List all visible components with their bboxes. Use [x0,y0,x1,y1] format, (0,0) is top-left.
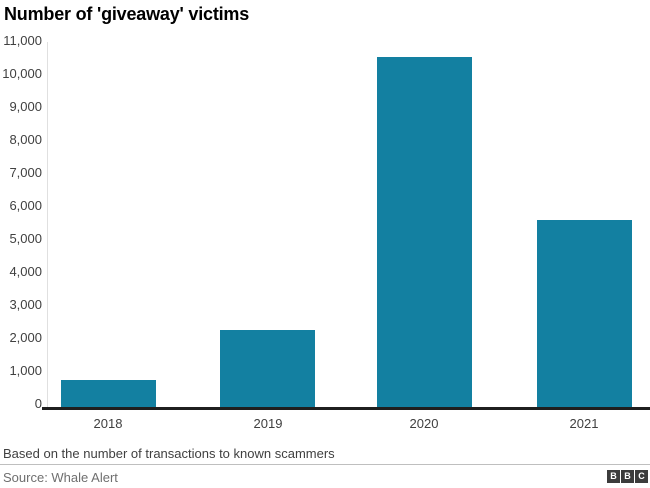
y-tick-label: 9,000 [9,99,42,114]
y-axis-line [47,42,48,408]
bar-2019 [220,330,315,408]
source-label: Source: Whale Alert [3,470,118,485]
bbc-logo-block: C [635,470,648,483]
y-tick-label: 5,000 [9,231,42,246]
bbc-logo-block: B [621,470,634,483]
y-tick-label: 4,000 [9,264,42,279]
y-tick-label: 0 [34,396,42,411]
x-tick-label: 2019 [253,416,283,431]
bar-2020 [377,56,472,408]
y-tick-label: 3,000 [9,297,42,312]
y-tick-label: 7,000 [9,165,42,180]
x-tick-label: 2018 [93,416,123,431]
y-tick-label: 8,000 [9,132,42,147]
bbc-logo-block: B [607,470,620,483]
x-tick-label: 2020 [409,416,439,431]
footer-divider [0,464,650,465]
bar-2018 [61,379,156,408]
chart-title: Number of 'giveaway' victims [4,4,250,24]
bar-2021 [537,219,632,408]
x-tick-label: 2021 [569,416,599,431]
y-tick-label: 2,000 [9,330,42,345]
y-tick-label: 6,000 [9,198,42,213]
y-tick-label: 1,000 [9,363,42,378]
bar-chart: 0 1,000 2,000 3,000 4,000 5,000 6,000 7,000 8,00… [2,33,650,431]
y-tick-label: 11,000 [3,33,42,48]
x-axis-baseline [42,407,650,410]
y-tick-label: 10,000 [2,66,42,81]
chart-footnote: Based on the number of transactions to k… [3,446,335,461]
